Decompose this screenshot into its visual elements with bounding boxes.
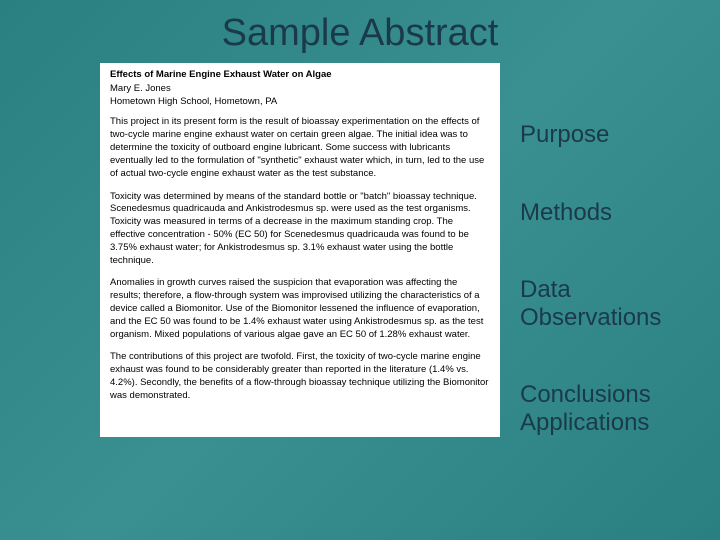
- abstract-paragraph-2: Toxicity was determined by means of the …: [110, 191, 490, 268]
- label-data-observations: Data Observations: [520, 276, 661, 331]
- label-observations: Observations: [520, 304, 661, 332]
- label-conclusions: Conclusions: [520, 381, 661, 409]
- content-row: Effects of Marine Engine Exhaust Water o…: [0, 63, 720, 437]
- author-name: Mary E. Jones: [110, 83, 490, 96]
- label-applications: Applications: [520, 409, 661, 437]
- abstract-paragraph-4: The contributions of this project are tw…: [110, 351, 490, 402]
- label-purpose: Purpose: [520, 121, 661, 149]
- label-conclusions-applications: Conclusions Applications: [520, 381, 661, 436]
- abstract-author: Mary E. Jones Hometown High School, Home…: [110, 83, 490, 109]
- abstract-paragraph-1: This project in its present form is the …: [110, 116, 490, 180]
- abstract-box: Effects of Marine Engine Exhaust Water o…: [100, 63, 500, 437]
- labels-column: Purpose Methods Data Observations Conclu…: [520, 63, 661, 437]
- abstract-paragraph-3: Anomalies in growth curves raised the su…: [110, 277, 490, 341]
- label-data: Data: [520, 276, 661, 304]
- author-school: Hometown High School, Hometown, PA: [110, 96, 490, 109]
- slide-title: Sample Abstract: [0, 0, 720, 63]
- abstract-heading: Effects of Marine Engine Exhaust Water o…: [110, 69, 490, 82]
- label-methods: Methods: [520, 199, 661, 227]
